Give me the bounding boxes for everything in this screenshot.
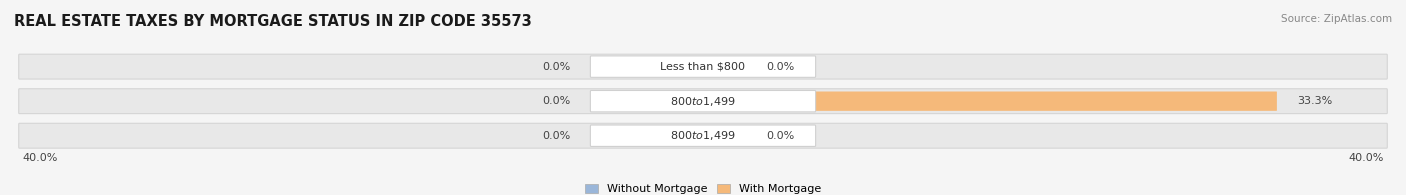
Text: 0.0%: 0.0% <box>766 131 794 141</box>
FancyBboxPatch shape <box>659 57 703 76</box>
FancyBboxPatch shape <box>659 126 703 145</box>
Text: 0.0%: 0.0% <box>543 131 571 141</box>
FancyBboxPatch shape <box>659 91 703 111</box>
FancyBboxPatch shape <box>18 54 1388 79</box>
Text: 0.0%: 0.0% <box>543 62 571 72</box>
FancyBboxPatch shape <box>591 125 815 146</box>
Text: 33.3%: 33.3% <box>1298 96 1333 106</box>
Text: 40.0%: 40.0% <box>1348 153 1384 163</box>
Text: 0.0%: 0.0% <box>543 96 571 106</box>
FancyBboxPatch shape <box>18 123 1388 148</box>
FancyBboxPatch shape <box>703 126 747 145</box>
FancyBboxPatch shape <box>703 57 747 76</box>
Text: REAL ESTATE TAXES BY MORTGAGE STATUS IN ZIP CODE 35573: REAL ESTATE TAXES BY MORTGAGE STATUS IN … <box>14 14 531 29</box>
FancyBboxPatch shape <box>591 90 815 112</box>
Text: Source: ZipAtlas.com: Source: ZipAtlas.com <box>1281 14 1392 24</box>
FancyBboxPatch shape <box>703 91 1277 111</box>
Text: $800 to $1,499: $800 to $1,499 <box>671 95 735 108</box>
FancyBboxPatch shape <box>591 56 815 77</box>
FancyBboxPatch shape <box>18 89 1388 114</box>
Text: 40.0%: 40.0% <box>22 153 58 163</box>
Text: Less than $800: Less than $800 <box>661 62 745 72</box>
Text: $800 to $1,499: $800 to $1,499 <box>671 129 735 142</box>
Legend: Without Mortgage, With Mortgage: Without Mortgage, With Mortgage <box>582 182 824 195</box>
Text: 0.0%: 0.0% <box>766 62 794 72</box>
